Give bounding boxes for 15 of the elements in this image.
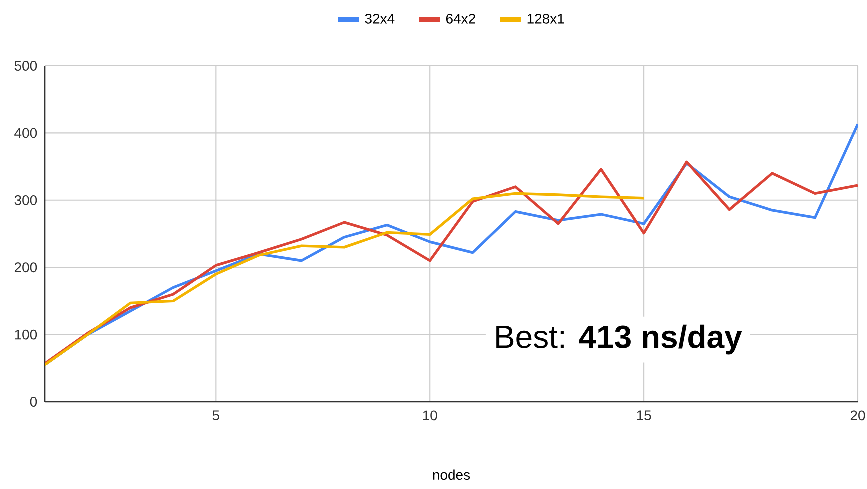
x-tick-label: 15 xyxy=(637,410,652,420)
legend-label: 128x1 xyxy=(528,14,564,24)
y-tick-label: 500 xyxy=(14,61,38,71)
y-tick-label: 100 xyxy=(15,330,38,340)
y-tick-label: 200 xyxy=(14,262,38,273)
legend-label: 64x2 xyxy=(446,14,476,24)
y-tick-label: 400 xyxy=(14,128,38,138)
y-tick-label: 0 xyxy=(30,397,38,407)
legend-label: 32x4 xyxy=(365,14,395,24)
x-axis-title: nodes xyxy=(433,470,470,480)
x-tick-label: 10 xyxy=(423,410,438,421)
x-tick-label: 5 xyxy=(212,410,220,420)
annotation: Best: 413 ns/day xyxy=(496,324,742,355)
y-tick-label: 300 xyxy=(14,195,38,206)
x-tick-label: 20 xyxy=(850,410,866,421)
